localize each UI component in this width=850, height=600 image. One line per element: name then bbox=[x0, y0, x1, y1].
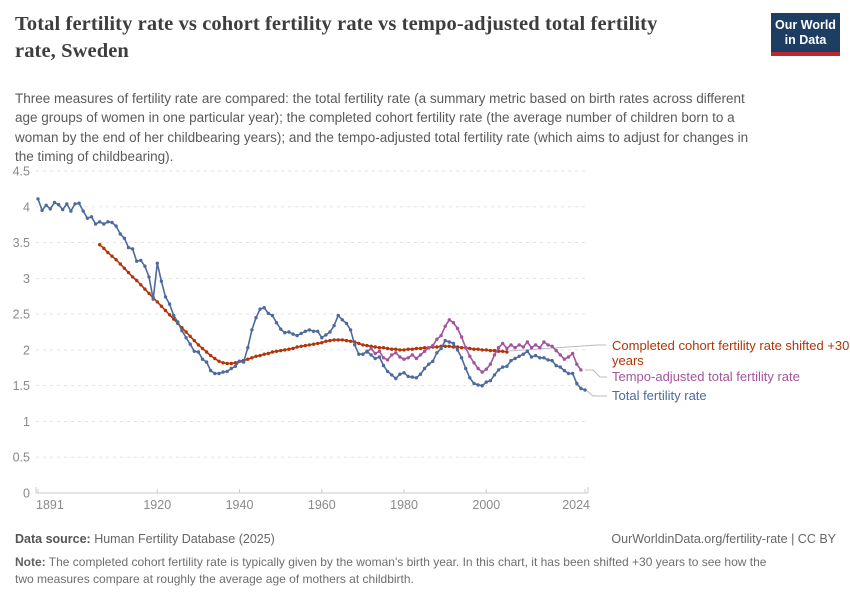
data-source-line: Data source: Human Fertility Database (2… bbox=[15, 532, 275, 546]
x-axis-tick-label: 1940 bbox=[226, 498, 254, 512]
y-axis-tick-label: 4.5 bbox=[13, 165, 30, 179]
legend-total-fertility: Total fertility rate bbox=[612, 388, 707, 403]
y-axis-tick-label: 1.5 bbox=[13, 379, 30, 393]
data-source-value: Human Fertility Database (2025) bbox=[90, 532, 275, 546]
legend-tempo-adjusted: Tempo-adjusted total fertility rate bbox=[612, 369, 800, 384]
y-axis-tick-label: 0 bbox=[23, 487, 30, 501]
x-axis-tick-label: 1980 bbox=[390, 498, 418, 512]
x-axis-tick-label: 2024 bbox=[562, 498, 590, 512]
y-axis-tick-label: 2.5 bbox=[13, 308, 30, 322]
note-text: The completed cohort fertility rate is t… bbox=[15, 555, 767, 586]
owid-logo-text: Our World in Data bbox=[771, 13, 840, 52]
x-axis-tick-label: 1891 bbox=[36, 498, 64, 512]
chart-note: Note: The completed cohort fertility rat… bbox=[15, 554, 841, 587]
chart-subtitle: Three measures of fertility rate are com… bbox=[15, 91, 749, 164]
note-label: Note: bbox=[15, 555, 46, 569]
fertility-line-chart: 0 0.5 1 1.5 2 2.5 3 3.5 4 4.5 1891 1920 1940 1960 1980… bbox=[13, 165, 607, 512]
series-line bbox=[98, 243, 508, 365]
owid-logo: Our World in Data bbox=[771, 13, 840, 56]
x-axis-tick-label: 1960 bbox=[308, 498, 336, 512]
owid-logo-redbar bbox=[771, 52, 840, 56]
y-axis-tick-label: 3 bbox=[23, 272, 30, 286]
y-axis-tick-label: 3.5 bbox=[13, 236, 30, 250]
data-source-label: Data source: bbox=[15, 532, 91, 546]
x-axis-tick-label: 1920 bbox=[143, 498, 171, 512]
y-axis-tick-label: 0.5 bbox=[13, 451, 30, 465]
x-axis-tick-label: 2000 bbox=[472, 498, 500, 512]
y-axis-tick-label: 2 bbox=[23, 343, 30, 357]
legend-cohort-fertility: Completed cohort fertility rate shifted … bbox=[612, 338, 850, 369]
page-title: Total fertility rate vs cohort fertility… bbox=[15, 13, 658, 63]
attribution-text: OurWorldinData.org/fertility-rate | CC B… bbox=[611, 532, 836, 546]
y-axis-tick-label: 4 bbox=[23, 200, 30, 214]
series-line bbox=[37, 198, 586, 391]
y-axis-tick-label: 1 bbox=[23, 415, 30, 429]
